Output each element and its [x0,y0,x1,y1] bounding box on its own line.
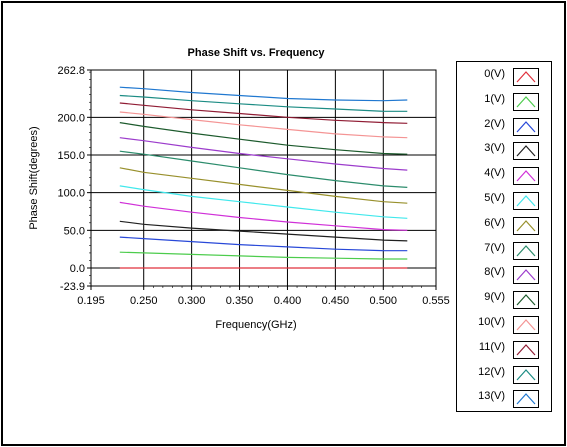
legend-item[interactable]: 7(V) [457,240,551,260]
series-line-3v [119,220,408,242]
legend-item[interactable]: 8(V) [457,264,551,285]
legend-item[interactable]: 6(V) [457,215,551,235]
legend-label: 1(V) [484,92,505,105]
legend-swatch-icon [513,117,539,136]
legend-label: 9(V) [484,291,505,304]
legend-swatch-icon [513,241,539,260]
x-axis-label: Frequency(GHz) [215,319,296,331]
x-tick-label: 0.350 [226,295,254,307]
y-tick-label: -23.9 [60,281,85,293]
legend-label: 4(V) [484,167,505,180]
series-line-8v [119,137,408,171]
legend-swatch-icon [513,266,539,285]
legend-item[interactable]: 9(V) [457,289,551,310]
legend-swatch-icon [513,68,539,86]
legend-swatch-icon [513,142,539,161]
legend-label: 6(V) [484,216,505,229]
legend-item[interactable]: 13(V) [457,388,551,409]
legend-label: 13(V) [478,390,505,403]
series-line-7v [119,150,408,188]
plot-area [90,69,437,287]
legend-swatch-icon [513,291,539,310]
legend-label: 0(V) [484,68,505,80]
legend-label: 5(V) [484,192,505,204]
legend-item[interactable]: 4(V) [457,165,551,186]
series-line-2v [119,236,408,252]
legend-swatch-icon [513,390,539,409]
series-line-10v [119,111,408,139]
chart-title: Phase Shift vs. Frequency [188,47,326,59]
x-tick-label: 0.555 [422,295,450,307]
legend-item[interactable]: 0(V) [457,66,551,86]
legend-swatch-icon [513,167,539,186]
y-tick-label: 100.0 [57,188,85,200]
series-line-6v [119,167,408,204]
x-tick-label: 0.450 [322,295,350,307]
legend-item[interactable]: 10(V) [457,314,551,334]
series-line-9v [119,122,408,155]
legend-label: 12(V) [478,365,505,378]
x-tick-label: 0.250 [130,295,158,307]
series-line-1v [119,251,408,260]
legend-swatch-icon [513,340,539,359]
legend-item[interactable]: 11(V) [457,339,551,359]
legend-item[interactable]: 2(V) [457,116,551,136]
x-tick-label: 0.195 [77,295,105,307]
legend-item[interactable]: 12(V) [457,364,551,384]
legend-item[interactable]: 5(V) [457,190,551,210]
legend-swatch-icon [513,192,539,210]
legend-label: 10(V) [478,316,505,328]
legend-label: 8(V) [484,266,505,279]
legend-label: 11(V) [478,340,505,353]
series-line-12v [119,94,408,112]
legend-label: 2(V) [484,117,505,130]
y-tick-label: 50.0 [64,225,85,237]
legend-swatch-icon [513,365,539,384]
series-line-5v [119,185,408,219]
legend-swatch-icon [513,316,539,334]
x-tick-label: 0.400 [274,295,302,307]
y-tick-label: 200.0 [57,112,85,124]
series-line-13v [119,86,408,102]
y-tick-label: 262.8 [57,65,85,77]
legend-label: 7(V) [484,241,505,254]
series-line-11v [119,102,408,124]
x-tick-label: 0.300 [178,295,206,307]
legend-label: 3(V) [484,142,505,155]
y-tick-label: 0.0 [70,263,85,275]
y-tick-label: 150.0 [57,150,85,162]
series-line-4v [119,201,408,231]
legend-item[interactable]: 3(V) [457,140,551,161]
legend-swatch-icon [513,216,539,235]
legend-item[interactable]: 1(V) [457,91,551,111]
x-tick-label: 0.500 [370,295,398,307]
y-axis-label: Phase Shift(degrees) [28,126,40,229]
legend: 0(V) 1(V) 2(V) 3(V) 4(V) 5(V) 6(V) 7(V) 8(V) 9(V)… [456,61,552,412]
legend-swatch-icon [513,92,539,111]
